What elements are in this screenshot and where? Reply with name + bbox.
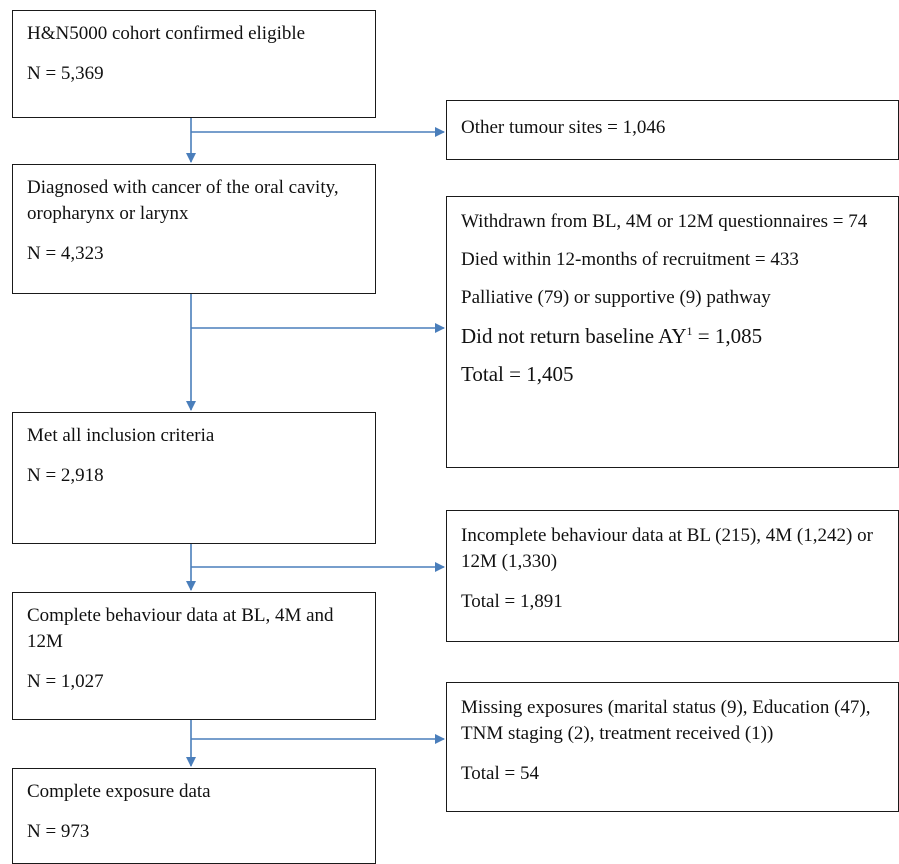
complete-exposure-title: Complete exposure data	[27, 781, 211, 802]
footnote-marker: 1	[686, 324, 693, 338]
exclusion-other-sites-text: Other tumour sites = 1,046	[461, 117, 666, 138]
inclusion-criteria-box: Met all inclusion criteria N = 2,918	[12, 412, 376, 544]
pathway-text: Palliative (79) or supportive (9) pathwa…	[461, 287, 771, 308]
inclusion-criteria-title: Met all inclusion criteria	[27, 425, 215, 446]
cohort-eligible-title: H&N5000 cohort confirmed eligible	[27, 23, 306, 44]
diagnosed-box: Diagnosed with cancer of the oral cavity…	[12, 164, 376, 294]
complete-behaviour-count: N = 1,027	[27, 671, 104, 692]
exclusion-missing-exposures-box: Missing exposures (marital status (9), E…	[446, 682, 899, 812]
cohort-eligible-count: N = 5,369	[27, 63, 104, 84]
not-returned-text: Did not return baseline AY1 = 1,085	[461, 323, 884, 349]
missing-exposures-total: Total = 54	[461, 763, 539, 784]
complete-behaviour-box: Complete behaviour data at BL, 4M and 12…	[12, 592, 376, 720]
exclusion-withdrawn-box: Withdrawn from BL, 4M or 12M questionnai…	[446, 196, 899, 468]
cohort-eligible-box: H&N5000 cohort confirmed eligible N = 5,…	[12, 10, 376, 118]
incomplete-behaviour-total: Total = 1,891	[461, 591, 563, 612]
incomplete-behaviour-text: Incomplete behaviour data at BL (215), 4…	[461, 525, 873, 572]
complete-exposure-box: Complete exposure data N = 973	[12, 768, 376, 864]
diagnosed-count: N = 4,323	[27, 243, 104, 264]
complete-behaviour-title: Complete behaviour data at BL, 4M and 12…	[27, 605, 334, 652]
complete-exposure-count: N = 973	[27, 821, 90, 842]
missing-exposures-text: Missing exposures (marital status (9), E…	[461, 697, 871, 744]
not-returned-suffix: = 1,085	[692, 324, 763, 348]
not-returned-prefix: Did not return baseline AY	[461, 324, 687, 348]
inclusion-criteria-count: N = 2,918	[27, 465, 104, 486]
died-text: Died within 12-months of recruitment = 4…	[461, 249, 799, 270]
withdrawn-text: Withdrawn from BL, 4M or 12M questionnai…	[461, 211, 868, 232]
diagnosed-title: Diagnosed with cancer of the oral cavity…	[27, 177, 339, 224]
withdrawn-total: Total = 1,405	[461, 362, 574, 386]
exclusion-other-sites-box: Other tumour sites = 1,046	[446, 100, 899, 160]
exclusion-incomplete-behaviour-box: Incomplete behaviour data at BL (215), 4…	[446, 510, 899, 642]
